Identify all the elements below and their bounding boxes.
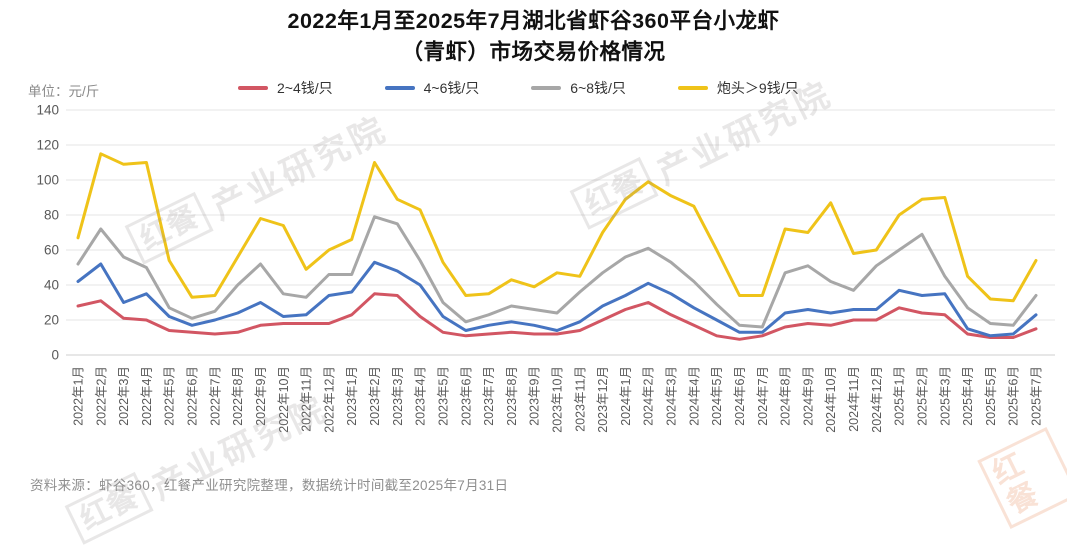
x-axis-tick-label: 2022年5月 (163, 366, 177, 426)
legend-swatch-gray (531, 85, 562, 91)
series-line-3 (76, 152, 1038, 303)
y-axis-tick-label: 80 (44, 208, 59, 223)
chart-title-line2: （青虾）市场交易价格情况 (401, 40, 666, 65)
x-axis-tick-label: 2025年6月 (1007, 366, 1021, 426)
legend: 2~4钱/只 4~6钱/只 6~8钱/只 炮头＞9钱/只 (238, 78, 799, 98)
x-axis-tick-label: 2022年12月 (322, 366, 336, 433)
y-axis-tick-label: 120 (36, 138, 59, 153)
x-axis-tick-label: 2024年7月 (756, 366, 770, 426)
crawfish-price-report-page: { "title": { "line1": "2022年1月至2025年7月湖北… (0, 6, 1067, 545)
legend-item-paotou: 炮头＞9钱/只 (677, 78, 799, 98)
unit-label: 单位：元/斤 (28, 84, 100, 99)
x-axis-tick-label: 2024年8月 (779, 366, 793, 426)
x-axis-tick-label: 2024年10月 (824, 366, 838, 433)
x-axis-tick-label: 2022年11月 (300, 366, 314, 432)
x-axis-tick-label: 2023年2月 (368, 366, 382, 426)
x-axis-tick-label: 2023年11月 (573, 366, 587, 432)
y-axis-tick-label: 100 (36, 173, 59, 188)
chart-canvas: 0 20 40 60 80 100 120 140 2022年1月 2022年2月 2022年3月 2… (36, 103, 1055, 433)
x-axis-tick-label: 2024年6月 (733, 366, 747, 426)
x-axis-tick-label: 2023年6月 (459, 366, 473, 426)
x-axis-tick-label: 2025年5月 (984, 366, 998, 426)
series-line-2 (76, 215, 1038, 329)
x-axis-tick-label: 2025年7月 (1030, 366, 1044, 426)
legend-label: 6~8钱/只 (570, 80, 626, 96)
series-line-1 (76, 260, 1038, 338)
x-axis-tick-label: 2022年3月 (117, 366, 131, 426)
series-line-0 (76, 292, 1038, 341)
x-axis-tick-label: 2024年11月 (847, 366, 861, 432)
x-axis-tick-label: 2025年2月 (915, 366, 929, 426)
x-axis-tick-label: 2022年1月 (72, 366, 86, 426)
x-axis-tick-label: 2023年4月 (414, 366, 428, 426)
price-line-chart: 0 20 40 60 80 100 120 140 2022年1月 2022年2月 2022年3月 2… (0, 95, 1067, 490)
x-axis-tick-label: 2022年4月 (140, 366, 154, 426)
x-axis-tick-label: 2023年10月 (551, 366, 565, 433)
x-axis-tick-label: 2023年5月 (436, 366, 450, 426)
legend-item-2-4qian: 2~4钱/只 (238, 78, 333, 98)
x-axis-tick-label: 2024年4月 (687, 366, 701, 426)
x-axis-tick-label: 2023年8月 (505, 366, 519, 426)
x-axis-tick-label: 2024年2月 (642, 366, 656, 426)
x-axis-tick-label: 2025年3月 (938, 366, 952, 426)
legend-label: 炮头＞9钱/只 (716, 80, 799, 96)
x-axis-tick-label: 2022年10月 (277, 366, 291, 433)
chart-title-line1: 2022年1月至2025年7月湖北省虾谷360平台小龙虾 (287, 9, 780, 33)
legend-swatch-blue (384, 85, 415, 91)
x-axis-tick-label: 2022年8月 (231, 366, 245, 426)
y-axis-tick-label: 20 (44, 313, 59, 328)
x-axis-tick-label: 2022年7月 (208, 366, 222, 426)
legend-swatch-red (238, 85, 268, 91)
x-axis-tick-label: 2022年6月 (186, 366, 200, 426)
x-axis-tick-label: 2022年9月 (254, 366, 268, 426)
y-axis-tick-label: 140 (36, 103, 59, 118)
legend-swatch-yellow (677, 85, 708, 91)
legend-item-4-6qian: 4~6钱/只 (384, 78, 480, 98)
legend-item-6-8qian: 6~8钱/只 (531, 78, 626, 98)
x-axis-tick-label: 2024年3月 (665, 366, 679, 426)
x-axis-tick-label: 2022年2月 (94, 366, 108, 426)
source-note: 资料来源：虾谷360，红餐产业研究院整理，数据统计时间截至2025年7月31日 (30, 478, 509, 493)
x-axis-tick-label: 2024年12月 (870, 366, 884, 433)
x-axis-tick-label: 2023年9月 (528, 366, 542, 426)
x-axis-tick-label: 2024年5月 (710, 366, 724, 426)
x-axis-tick-label: 2024年1月 (619, 366, 633, 426)
x-axis-tick-label: 2023年7月 (482, 366, 496, 426)
y-axis-tick-label: 0 (51, 348, 59, 363)
y-axis-tick-label: 60 (44, 243, 59, 258)
x-axis-tick-label: 2024年9月 (801, 366, 815, 426)
legend-label: 4~6钱/只 (423, 80, 480, 96)
x-axis-tick-label: 2023年1月 (345, 366, 359, 426)
chart-title: 2022年1月至2025年7月湖北省虾谷360平台小龙虾 （青虾）市场交易价格情… (0, 6, 1067, 68)
x-axis-tick-label: 2025年1月 (893, 366, 907, 426)
x-axis-tick-label: 2023年3月 (391, 366, 405, 426)
x-axis-tick-label: 2023年12月 (596, 366, 610, 433)
legend-label: 2~4钱/只 (277, 80, 333, 96)
x-axis-tick-label: 2025年4月 (961, 366, 975, 426)
y-axis-tick-label: 40 (44, 278, 59, 293)
